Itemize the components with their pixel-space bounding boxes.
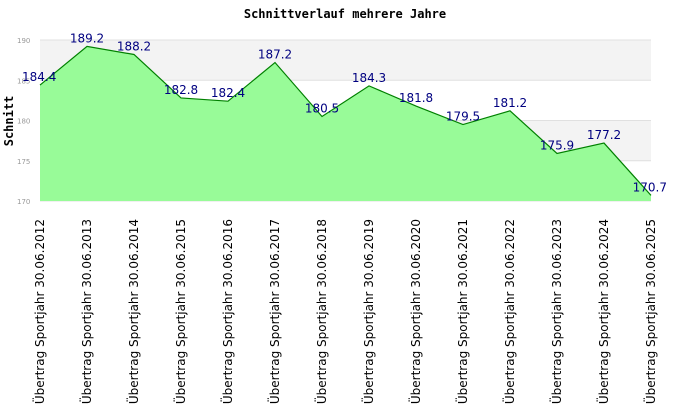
x-tick-label: Übertrag Sportjahr 30.06.2020 xyxy=(407,219,423,404)
data-label: 182.8 xyxy=(164,83,198,97)
x-axis-ticks: Übertrag Sportjahr 30.06.2012 Übertrag Sp… xyxy=(31,219,658,404)
data-label: 180.5 xyxy=(305,101,339,115)
data-label: 184.4 xyxy=(22,70,56,84)
x-tick-label: Übertrag Sportjahr 30.06.2019 xyxy=(360,219,376,404)
x-tick-label: Übertrag Sportjahr 30.06.2022 xyxy=(501,219,517,404)
y-tick-label: 175 xyxy=(17,158,30,166)
x-tick-label: Übertrag Sportjahr 30.06.2017 xyxy=(266,219,282,404)
data-label: 187.2 xyxy=(258,48,292,62)
data-label: 170.7 xyxy=(633,180,667,194)
series-line xyxy=(39,45,652,196)
x-tick-label: Übertrag Sportjahr 30.06.2013 xyxy=(78,219,94,404)
chart-title: Schnittverlauf mehrere Jahre xyxy=(244,7,446,21)
x-tick-label: Übertrag Sportjahr 30.06.2018 xyxy=(313,219,329,404)
x-tick-label: Übertrag Sportjahr 30.06.2016 xyxy=(219,219,235,404)
data-label: 181.2 xyxy=(493,96,527,110)
area-series xyxy=(39,45,652,201)
y-tick-label: 185 xyxy=(17,77,30,85)
x-tick-label: Übertrag Sportjahr 30.06.2023 xyxy=(548,219,564,404)
y-tick-label: 170 xyxy=(17,198,30,206)
x-tick-label: Übertrag Sportjahr 30.06.2012 xyxy=(31,219,47,404)
x-tick-label: Übertrag Sportjahr 30.06.2015 xyxy=(172,219,188,404)
data-label: 189.2 xyxy=(70,31,104,45)
x-tick-label: Übertrag Sportjahr 30.06.2014 xyxy=(125,219,141,404)
data-label: 175.9 xyxy=(540,139,574,153)
data-label: 181.8 xyxy=(399,91,433,105)
y-axis-ticks: 170 175 180 185 190 xyxy=(17,37,30,206)
x-tick-label: Übertrag Sportjahr 30.06.2025 xyxy=(642,219,658,404)
data-labels: 184.4 189.2 188.2 182.8 182.4 187.2 180.5 184.3… xyxy=(22,31,667,194)
y-tick-label: 180 xyxy=(17,118,30,126)
area-fill xyxy=(40,46,651,201)
data-label: 179.5 xyxy=(446,110,480,124)
data-label: 188.2 xyxy=(117,39,151,53)
x-tick-label: Übertrag Sportjahr 30.06.2021 xyxy=(454,219,470,404)
data-label: 177.2 xyxy=(587,128,621,142)
y-axis-label: Schnitt xyxy=(2,96,16,147)
x-tick-label: Übertrag Sportjahr 30.06.2024 xyxy=(595,219,611,404)
y-tick-label: 190 xyxy=(17,37,30,45)
data-label: 182.4 xyxy=(211,86,245,100)
data-label: 184.3 xyxy=(352,71,386,85)
